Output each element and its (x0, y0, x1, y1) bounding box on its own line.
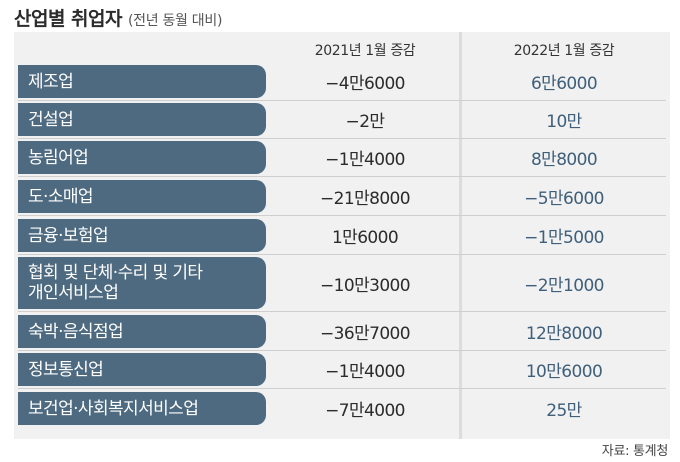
title-text: 산업별 취업자 (14, 8, 123, 30)
value-2022: 12만8000 (525, 324, 603, 344)
row-separator (18, 138, 666, 139)
table-row: 도·소매업 −21만8000 −5만6000 (18, 180, 666, 216)
value-2022: 6만6000 (530, 74, 598, 94)
value-2022: 25만 (546, 401, 582, 421)
table-row: 제조업 −4만6000 6만6000 (18, 65, 666, 101)
row-separator (18, 215, 666, 216)
table-row: 농림어업 −1만4000 8만8000 (18, 141, 666, 177)
column-divider (459, 32, 462, 439)
value-2022: −2만1000 (524, 275, 604, 296)
value-2022: 10만6000 (525, 362, 603, 382)
table-row: 금융·보험업 1만6000 −1만5000 (18, 219, 666, 255)
column-header-2021: 2021년 1월 증감 (314, 43, 416, 59)
subtitle: (전년 동월 대비) (128, 13, 223, 29)
value-2021: −1만4000 (325, 150, 405, 170)
industry-label: 도·소매업 (18, 180, 266, 213)
row-separator (18, 100, 666, 101)
row-separator (18, 350, 666, 351)
industry-label: 제조업 (18, 65, 266, 98)
industry-label: 건설업 (18, 103, 266, 136)
column-header-2022: 2022년 1월 증감 (513, 43, 615, 59)
value-2022: −1만5000 (524, 228, 604, 248)
industry-label: 숙박·음식점업 (18, 315, 266, 348)
value-2021: −21만8000 (320, 189, 411, 209)
value-2021: −36만7000 (320, 324, 411, 344)
industry-label: 농림어업 (18, 141, 266, 174)
value-2022: 10만 (546, 112, 582, 132)
row-separator (18, 176, 666, 177)
industry-label: 보건업·사회복지서비스업 (18, 392, 266, 425)
value-2021: −2만 (345, 112, 386, 132)
value-2021: −4만6000 (325, 74, 405, 94)
table-row: 건설업 −2만 10만 (18, 103, 666, 139)
industry-label: 금융·보험업 (18, 219, 266, 252)
industry-label: 정보통신업 (18, 353, 266, 386)
table-row: 협회 및 단체·수리 및 기타 개인서비스업 −10만3000 −2만1000 (18, 257, 666, 312)
source-note: 자료: 통계청 (601, 444, 669, 459)
value-2021: −7만4000 (325, 401, 405, 421)
value-2021: −10만3000 (320, 275, 411, 296)
value-2022: −5만6000 (524, 189, 604, 209)
row-separator (18, 388, 666, 389)
row-separator (18, 311, 666, 312)
row-separator (18, 254, 666, 255)
table-row: 보건업·사회복지서비스업 −7만4000 25만 (18, 392, 666, 425)
page-title: 산업별 취업자 (전년 동월 대비) (14, 4, 222, 31)
table-row: 정보통신업 −1만4000 10만6000 (18, 353, 666, 389)
value-2022: 8만8000 (530, 150, 598, 170)
industry-label: 협회 및 단체·수리 및 기타 개인서비스업 (18, 257, 266, 309)
value-2021: −1만4000 (325, 362, 405, 382)
table-row: 숙박·음식점업 −36만7000 12만8000 (18, 315, 666, 351)
value-2021: 1만6000 (331, 228, 399, 248)
